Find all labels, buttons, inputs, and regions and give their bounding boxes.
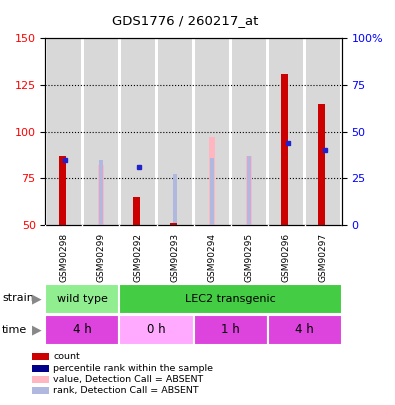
Bar: [59, 156, 66, 225]
Text: time: time: [2, 325, 27, 335]
Text: 4 h: 4 h: [295, 323, 314, 337]
Text: 0 h: 0 h: [147, 323, 166, 337]
Bar: [281, 74, 288, 225]
Text: count: count: [53, 352, 80, 361]
Bar: [121, 38, 155, 225]
Bar: [318, 104, 325, 225]
Text: GSM90298: GSM90298: [59, 233, 68, 282]
Bar: [99, 160, 103, 225]
Text: ▶: ▶: [32, 324, 41, 337]
Bar: [45, 284, 120, 314]
Bar: [247, 156, 251, 225]
Bar: [158, 38, 192, 225]
Bar: [45, 315, 120, 345]
Bar: [307, 38, 340, 225]
Bar: [194, 315, 268, 345]
Bar: [120, 284, 342, 314]
Text: GDS1776 / 260217_at: GDS1776 / 260217_at: [113, 14, 259, 27]
Text: LEC2 transgenic: LEC2 transgenic: [185, 294, 276, 304]
Text: percentile rank within the sample: percentile rank within the sample: [53, 364, 213, 373]
Text: GSM90296: GSM90296: [282, 233, 291, 282]
Text: ▶: ▶: [32, 292, 41, 305]
Bar: [47, 38, 81, 225]
Bar: [173, 175, 177, 225]
Text: 1 h: 1 h: [221, 323, 240, 337]
Text: wild type: wild type: [57, 294, 108, 304]
Bar: [170, 223, 177, 225]
Bar: [269, 38, 303, 225]
Bar: [196, 38, 229, 225]
Bar: [84, 38, 118, 225]
Text: GSM90299: GSM90299: [96, 233, 105, 282]
Text: rank, Detection Call = ABSENT: rank, Detection Call = ABSENT: [53, 386, 199, 395]
Text: GSM90295: GSM90295: [245, 233, 254, 282]
Text: GSM90294: GSM90294: [207, 233, 216, 282]
Text: strain: strain: [2, 294, 34, 303]
Bar: [133, 197, 140, 225]
Text: 4 h: 4 h: [73, 323, 92, 337]
Text: GSM90293: GSM90293: [171, 233, 180, 282]
Bar: [120, 315, 194, 345]
Bar: [246, 156, 252, 225]
Bar: [268, 315, 342, 345]
Text: GSM90297: GSM90297: [319, 233, 328, 282]
Text: GSM90292: GSM90292: [134, 233, 143, 282]
Text: value, Detection Call = ABSENT: value, Detection Call = ABSENT: [53, 375, 203, 384]
Bar: [98, 165, 104, 225]
Bar: [209, 137, 215, 225]
Bar: [232, 38, 266, 225]
Bar: [210, 158, 214, 225]
